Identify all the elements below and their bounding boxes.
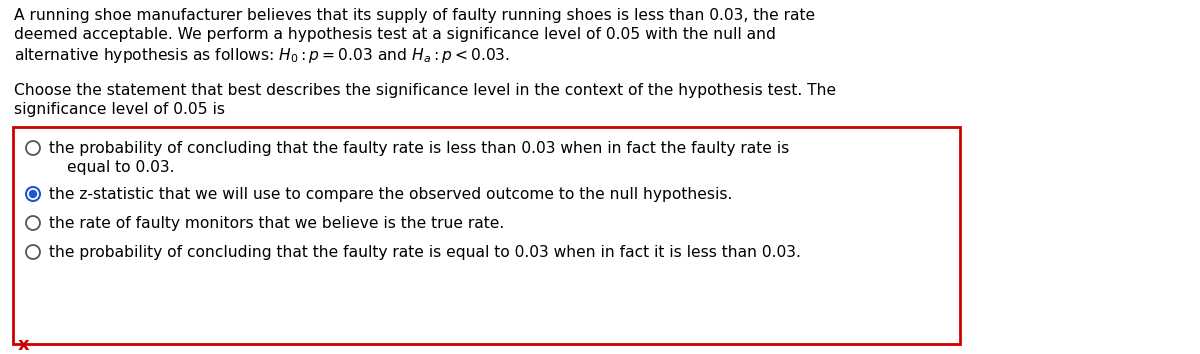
Text: the probability of concluding that the faulty rate is less than 0.03 when in fac: the probability of concluding that the f… [49,141,790,156]
Text: the rate of faulty monitors that we believe is the true rate.: the rate of faulty monitors that we beli… [49,216,504,231]
FancyBboxPatch shape [13,127,960,344]
Text: alternative hypothesis as follows: $H_0:p = 0.03$ and $H_a:p < 0.03.$: alternative hypothesis as follows: $H_0:… [14,46,510,65]
Text: deemed acceptable. We perform a hypothesis test at a significance level of 0.05 : deemed acceptable. We perform a hypothes… [14,27,776,42]
Text: the z-statistic that we will use to compare the observed outcome to the null hyp: the z-statistic that we will use to comp… [49,187,732,202]
Text: significance level of 0.05 is: significance level of 0.05 is [14,102,226,117]
Text: equal to 0.03.: equal to 0.03. [67,160,174,175]
Text: x: x [18,336,30,354]
Text: the probability of concluding that the faulty rate is equal to 0.03 when in fact: the probability of concluding that the f… [49,245,800,260]
Text: Choose the statement that best describes the significance level in the context o: Choose the statement that best describes… [14,83,836,98]
Text: A running shoe manufacturer believes that its supply of faulty running shoes is : A running shoe manufacturer believes tha… [14,8,815,23]
Circle shape [29,190,37,198]
